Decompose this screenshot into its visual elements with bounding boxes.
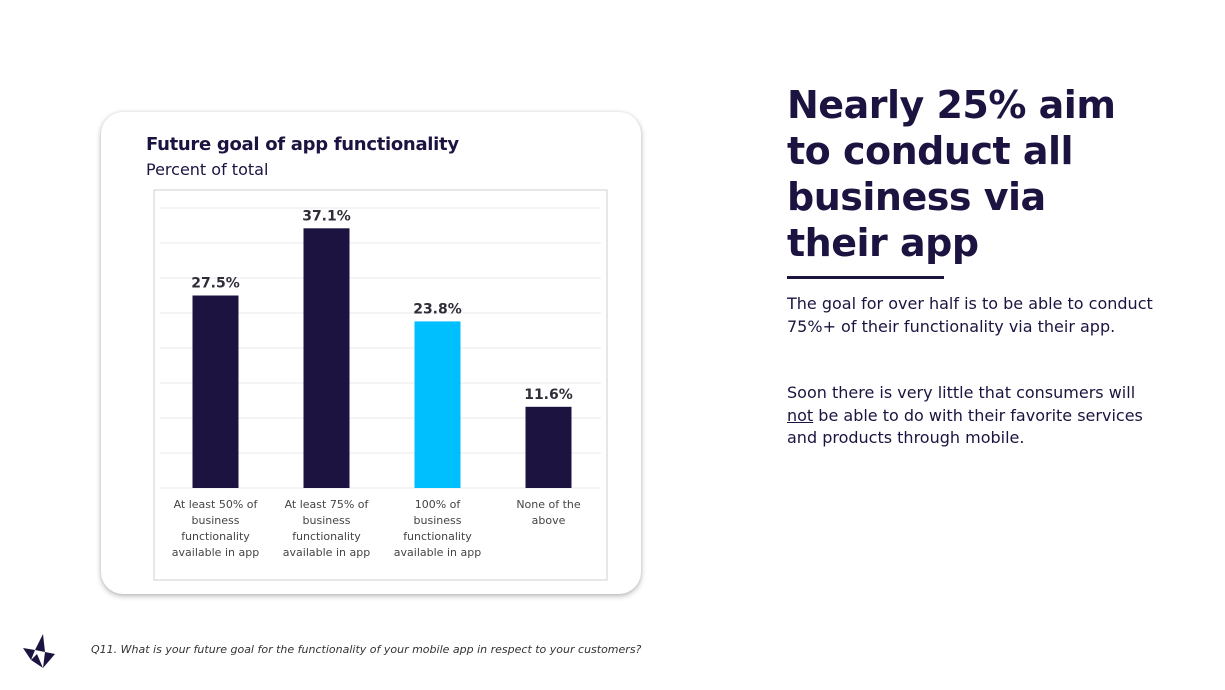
headline-line-2: to conduct all <box>787 129 1074 173</box>
bar <box>303 228 350 489</box>
headline-line-1: Nearly 25% aim <box>787 83 1116 127</box>
headline-line-3: business via <box>787 175 1046 219</box>
plot-frame <box>153 189 608 581</box>
x-tick-label-line: At least 75% of <box>285 498 370 511</box>
x-tick-label-line: business <box>192 514 240 527</box>
chart-title: Future goal of app functionality <box>146 134 459 155</box>
brand-logo-icon <box>23 634 55 668</box>
bar <box>414 321 461 488</box>
x-tick-label: 100% of business functionality available in… <box>394 498 481 559</box>
chart-card: Future goal of app functionality Percent… <box>101 112 641 594</box>
body-p2-after: be able to do with their favorite servic… <box>787 405 1143 448</box>
body-paragraph-2: Soon there is very little that consumers… <box>787 382 1157 450</box>
bar <box>192 295 239 488</box>
x-tick-label-line: functionality <box>403 530 472 543</box>
x-tick-label: At least 50% of business functionality avai… <box>172 498 259 559</box>
x-tick-label-line: 100% of <box>415 498 462 511</box>
body-paragraph-1: The goal for over half is to be able to … <box>787 294 1153 336</box>
headline-underline <box>787 276 944 279</box>
bar-chart: 27.5% At least 50% of business functionalit… <box>153 189 608 581</box>
bar <box>525 406 572 488</box>
x-tick-label-line: available in app <box>283 546 370 559</box>
x-tick-label-line: functionality <box>181 530 250 543</box>
x-tick-label-line: available in app <box>394 546 481 559</box>
x-tick-label: None of the above <box>516 498 581 527</box>
x-tick-label: At least 75% of business functionality avai… <box>283 498 370 559</box>
x-tick-label-line: business <box>303 514 351 527</box>
x-tick-label-line: business <box>414 514 462 527</box>
survey-question-footnote: Q11. What is your future goal for the fu… <box>91 643 642 656</box>
data-label: 37.1% <box>302 208 351 224</box>
headline-line-4: their app <box>787 221 979 265</box>
x-tick-label-line: functionality <box>292 530 361 543</box>
chart-subtitle: Percent of total <box>146 160 269 179</box>
body-p2-underlined: not <box>787 405 814 425</box>
x-tick-label-line: At least 50% of <box>174 498 259 511</box>
x-tick-label-line: available in app <box>172 546 259 559</box>
data-label: 27.5% <box>191 276 240 292</box>
data-label: 23.8% <box>413 301 462 317</box>
body-p2-before: Soon there is very little that consumers… <box>787 383 1136 402</box>
x-tick-label-line: above <box>532 514 566 527</box>
x-tick-label-line: None of the <box>516 498 581 511</box>
data-label: 11.6% <box>524 387 573 403</box>
headline: Nearly 25% aim to conduct all business v… <box>787 82 1207 266</box>
